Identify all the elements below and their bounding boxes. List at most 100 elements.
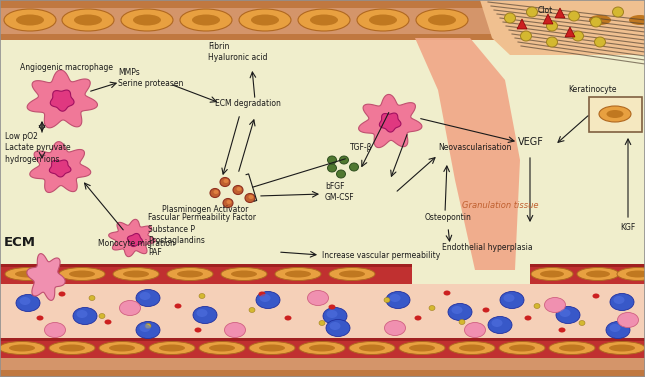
Ellipse shape (167, 268, 213, 280)
Ellipse shape (546, 21, 557, 31)
Ellipse shape (448, 303, 472, 320)
Ellipse shape (213, 190, 219, 194)
Bar (530, 264, 645, 267)
Ellipse shape (259, 291, 266, 296)
Ellipse shape (193, 307, 217, 323)
Ellipse shape (591, 17, 602, 27)
Ellipse shape (73, 308, 97, 325)
Ellipse shape (309, 345, 335, 351)
Ellipse shape (613, 7, 624, 17)
Ellipse shape (59, 291, 66, 296)
Text: KGF: KGF (620, 224, 635, 233)
Polygon shape (128, 233, 143, 247)
Ellipse shape (429, 305, 435, 311)
Polygon shape (379, 113, 401, 132)
Ellipse shape (459, 319, 465, 325)
Ellipse shape (626, 271, 645, 277)
Ellipse shape (328, 305, 335, 310)
Ellipse shape (415, 316, 421, 320)
Ellipse shape (298, 9, 350, 31)
Polygon shape (565, 27, 575, 37)
Ellipse shape (526, 7, 537, 17)
Ellipse shape (428, 14, 456, 26)
Ellipse shape (177, 271, 203, 277)
Ellipse shape (464, 322, 486, 337)
Ellipse shape (606, 110, 624, 118)
Bar (0, 0, 645, 8)
Ellipse shape (606, 322, 630, 339)
Bar (0, 284, 645, 338)
Bar (530, 264, 645, 284)
Ellipse shape (390, 294, 401, 302)
Ellipse shape (323, 308, 347, 325)
Ellipse shape (251, 14, 279, 26)
Text: Low pO2
Lactate pyruvate
hydrogen ions: Low pO2 Lactate pyruvate hydrogen ions (5, 132, 70, 164)
Ellipse shape (613, 296, 624, 304)
Polygon shape (30, 142, 91, 193)
Text: Angiogenic macrophage: Angiogenic macrophage (20, 63, 113, 72)
Text: Clot: Clot (538, 6, 553, 15)
Ellipse shape (199, 342, 245, 354)
Ellipse shape (59, 345, 85, 351)
Ellipse shape (259, 345, 285, 351)
Ellipse shape (556, 307, 580, 323)
Ellipse shape (559, 345, 585, 351)
Ellipse shape (409, 345, 435, 351)
Ellipse shape (589, 15, 611, 25)
Ellipse shape (509, 345, 535, 351)
Ellipse shape (259, 294, 270, 302)
Ellipse shape (531, 268, 573, 280)
Ellipse shape (62, 9, 114, 31)
Ellipse shape (284, 316, 292, 320)
Ellipse shape (499, 342, 545, 354)
Ellipse shape (149, 342, 195, 354)
Ellipse shape (59, 268, 105, 280)
Ellipse shape (310, 14, 338, 26)
Ellipse shape (369, 14, 397, 26)
Ellipse shape (308, 291, 328, 305)
Ellipse shape (133, 14, 161, 26)
Ellipse shape (195, 328, 201, 333)
Ellipse shape (16, 14, 44, 26)
Text: Keratinocyte: Keratinocyte (568, 86, 617, 95)
Ellipse shape (384, 297, 390, 302)
Ellipse shape (568, 11, 579, 21)
Bar (0, 264, 412, 284)
Ellipse shape (319, 320, 325, 325)
Ellipse shape (89, 296, 95, 300)
Bar (0, 370, 645, 377)
Ellipse shape (577, 268, 619, 280)
Bar (0, 264, 412, 267)
Ellipse shape (593, 294, 599, 299)
Ellipse shape (339, 271, 365, 277)
Ellipse shape (121, 9, 173, 31)
Ellipse shape (9, 345, 35, 351)
Ellipse shape (249, 342, 295, 354)
Ellipse shape (337, 170, 346, 178)
Bar (0, 34, 645, 40)
Ellipse shape (559, 309, 570, 317)
Text: ECM degradation: ECM degradation (215, 100, 281, 109)
Ellipse shape (610, 294, 634, 311)
Polygon shape (517, 19, 527, 29)
Ellipse shape (99, 342, 145, 354)
FancyBboxPatch shape (588, 97, 642, 132)
Ellipse shape (256, 291, 280, 308)
Ellipse shape (357, 9, 409, 31)
Ellipse shape (504, 294, 515, 302)
Ellipse shape (416, 9, 468, 31)
Ellipse shape (586, 271, 610, 277)
Polygon shape (480, 0, 645, 55)
Ellipse shape (299, 342, 345, 354)
Ellipse shape (339, 156, 348, 164)
Ellipse shape (595, 37, 606, 47)
Ellipse shape (19, 297, 30, 305)
Polygon shape (50, 90, 74, 111)
Ellipse shape (619, 10, 645, 30)
Ellipse shape (534, 303, 540, 308)
Ellipse shape (349, 342, 395, 354)
Text: ECM: ECM (4, 236, 36, 248)
Bar (0, 358, 645, 377)
Ellipse shape (210, 188, 220, 198)
Polygon shape (27, 254, 65, 300)
